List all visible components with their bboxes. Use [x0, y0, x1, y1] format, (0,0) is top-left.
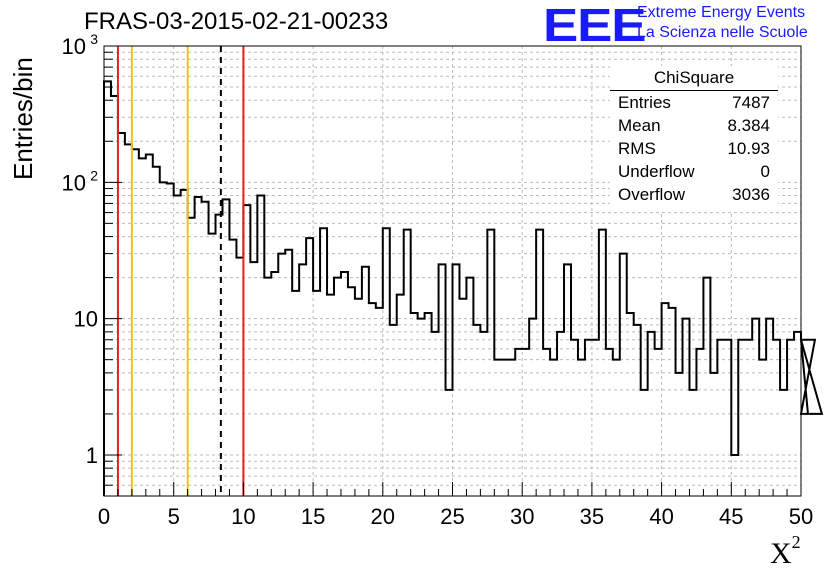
y-tick-label: 10: [74, 307, 98, 332]
y-tick-label: 1: [86, 443, 98, 468]
stats-row: RMS 10.93: [610, 137, 778, 160]
x-tick-label: 40: [649, 504, 673, 529]
logo-line-2: La Scienza nelle Scuole: [637, 24, 808, 41]
histogram-outline: [103, 80, 824, 496]
x-tick-label: 50: [789, 504, 813, 529]
x-tick-label: 10: [231, 504, 255, 529]
stats-box: ChiSquare Entries 7487 Mean 8.384 RMS 10.93 Un…: [610, 66, 778, 212]
stats-row: Underflow 0: [610, 160, 778, 183]
stats-rows: Entries 7487 Mean 8.384 RMS 10.93 Underflow 0 Ov…: [610, 91, 778, 206]
reference-lines: [116, 46, 245, 496]
stats-row-label: Underflow: [618, 162, 695, 181]
x-tick-label: 35: [580, 504, 604, 529]
x-axis-label-base: X: [770, 537, 792, 570]
y-axis-label: Entries/bin: [8, 57, 38, 180]
x-tick-label: 5: [168, 504, 180, 529]
x-tick-label: 25: [440, 504, 464, 529]
axis-ticks: [103, 45, 802, 497]
x-tick-label: 20: [371, 504, 395, 529]
stats-row-value: 8.384: [727, 116, 770, 135]
y-tick-label-exponent: 3: [90, 31, 98, 47]
stats-row: Entries 7487: [610, 91, 778, 114]
logo-line-1: Extreme Energy Events: [637, 4, 806, 21]
stats-row-label: RMS: [618, 139, 656, 158]
stats-row-label: Overflow: [618, 185, 686, 204]
stats-row-value: 7487: [732, 93, 770, 112]
stats-row-label: Entries: [618, 93, 671, 112]
y-tick-label: 10: [62, 34, 86, 59]
stats-row-value: 10.93: [727, 139, 770, 158]
chart-title: FRAS-03-2015-02-21-00233: [84, 8, 389, 35]
x-tick-label: 45: [719, 504, 743, 529]
x-tick-label: 15: [301, 504, 325, 529]
stats-row: Mean 8.384: [610, 114, 778, 137]
y-tick-label: 10: [62, 170, 86, 195]
x-tick-label: 30: [510, 504, 534, 529]
stats-title: ChiSquare: [610, 66, 778, 91]
y-tick-label-exponent: 2: [90, 167, 98, 183]
x-axis-label: X2: [770, 532, 801, 571]
stats-row-value: 0: [760, 162, 770, 181]
x-axis-label-exponent: 2: [791, 532, 801, 552]
stats-row-value: 3036: [732, 185, 770, 204]
stats-row: Overflow 3036: [610, 183, 778, 206]
x-tick-label: 0: [98, 504, 110, 529]
eee-logo: EEE: [543, 0, 647, 51]
stats-row-label: Mean: [618, 116, 661, 135]
histogram-series: [103, 80, 824, 496]
